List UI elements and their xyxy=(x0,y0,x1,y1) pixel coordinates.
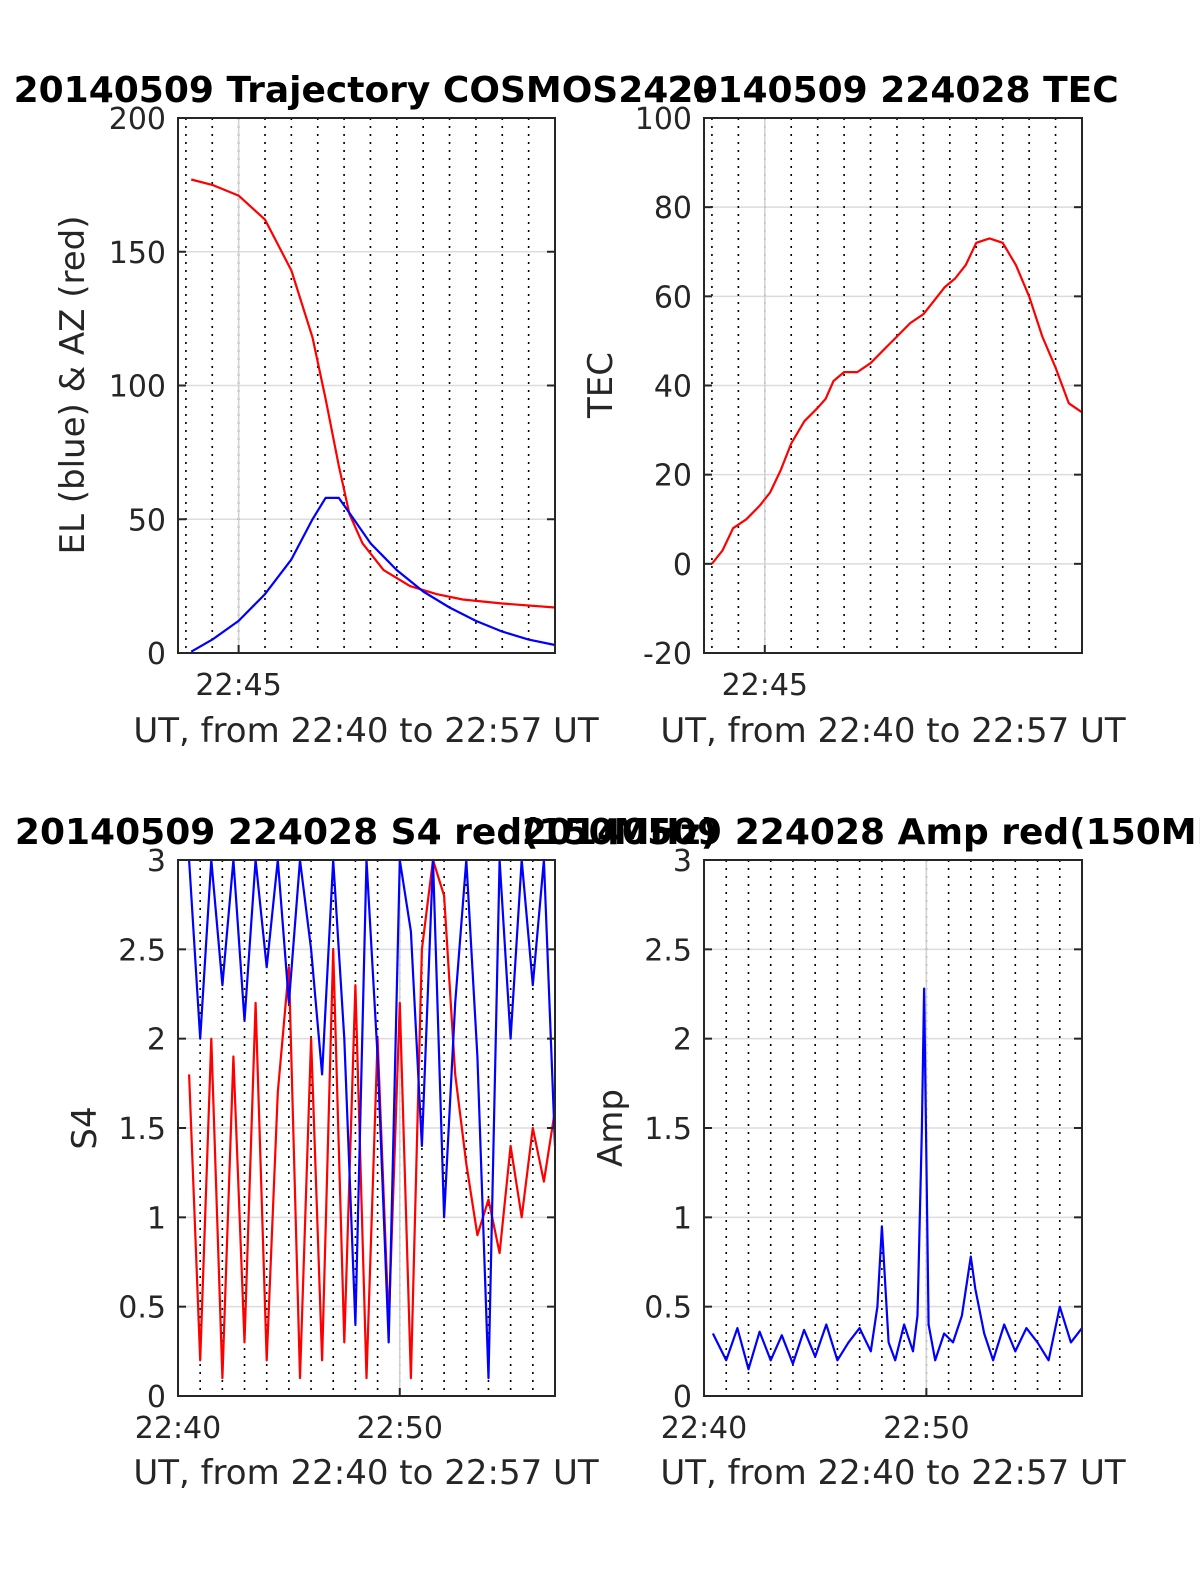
trajectory-ytick-label: 100 xyxy=(109,370,166,405)
tec-xlabel: UT, from 22:40 to 22:57 UT xyxy=(660,711,1126,751)
amp-ytick-label: 1.5 xyxy=(644,1112,692,1147)
trajectory-panel: 20140509 Trajectory COSMOS2429 EL (blue)… xyxy=(14,70,719,751)
amp-xlabel: UT, from 22:40 to 22:57 UT xyxy=(660,1453,1126,1493)
amp-series-0 xyxy=(711,987,1083,1371)
s4-ytick-label: 1.5 xyxy=(118,1112,166,1147)
s4-ytick-label: 1 xyxy=(147,1201,166,1236)
amp-xtick-label: 22:50 xyxy=(883,1411,969,1446)
amp-ytick-label: 0 xyxy=(673,1380,692,1415)
s4-series-1 xyxy=(188,858,557,1380)
trajectory-ytick-label: 50 xyxy=(128,503,166,538)
amp-xtick-label: 22:40 xyxy=(661,1411,747,1446)
tec-ytick-label: -20 xyxy=(643,637,692,672)
amp-ytick-label: 3 xyxy=(673,844,692,879)
s4-xlabel: UT, from 22:40 to 22:57 UT xyxy=(133,1453,599,1493)
trajectory-ytick-label: 200 xyxy=(109,102,166,137)
s4-ytick-label: 0.5 xyxy=(118,1291,166,1326)
tec-xtick-label: 22:45 xyxy=(722,668,808,703)
tec-series-0 xyxy=(711,237,1083,565)
s4-panel: 20140509 224028 S4 red(150MHz) S4 UT, fr… xyxy=(15,812,717,1493)
tec-ytick-label: 80 xyxy=(654,191,692,226)
trajectory-xlabel: UT, from 22:40 to 22:57 UT xyxy=(133,711,599,751)
tec-ytick-label: 20 xyxy=(654,459,692,494)
tec-panel: 20140509 224028 TEC TEC UT, from 22:40 t… xyxy=(581,70,1126,751)
amp-ytick-label: 2.5 xyxy=(644,933,692,968)
trajectory-series-0 xyxy=(190,178,556,609)
s4-ylabel: S4 xyxy=(65,1106,105,1149)
amp-ytick-label: 1 xyxy=(673,1201,692,1236)
tec-ytick-label: 40 xyxy=(654,370,692,405)
tec-ytick-label: 0 xyxy=(673,548,692,583)
s4-title: 20140509 224028 S4 red(150MHz) xyxy=(15,812,717,853)
tec-ytick-label: 100 xyxy=(635,102,692,137)
amp-ylabel: Amp xyxy=(591,1089,631,1167)
s4-xtick-label: 22:50 xyxy=(357,1411,443,1446)
s4-ytick-label: 2.5 xyxy=(118,933,166,968)
trajectory-series-1 xyxy=(190,496,556,653)
tec-title: 20140509 224028 TEC xyxy=(667,70,1118,111)
amp-title: 20140509 224028 Amp red(150MHz) xyxy=(522,812,1200,853)
s4-ytick-label: 0 xyxy=(147,1380,166,1415)
s4-ytick-label: 2 xyxy=(147,1023,166,1058)
amp-ytick-label: 0.5 xyxy=(644,1291,692,1326)
trajectory-ytick-label: 150 xyxy=(109,236,166,271)
s4-ytick-label: 3 xyxy=(147,844,166,879)
amp-ytick-label: 2 xyxy=(673,1023,692,1058)
tec-ytick-label: 60 xyxy=(654,280,692,315)
tec-ylabel: TEC xyxy=(581,352,621,419)
amp-panel: 20140509 224028 Amp red(150MHz) Amp UT, … xyxy=(522,812,1200,1493)
trajectory-ytick-label: 0 xyxy=(147,637,166,672)
trajectory-xtick-label: 22:45 xyxy=(195,668,281,703)
trajectory-ylabel: EL (blue) & AZ (red) xyxy=(53,215,93,554)
s4-xtick-label: 22:40 xyxy=(135,1411,221,1446)
s4-series-0 xyxy=(188,858,557,1380)
trajectory-title: 20140509 Trajectory COSMOS2429 xyxy=(14,70,719,111)
